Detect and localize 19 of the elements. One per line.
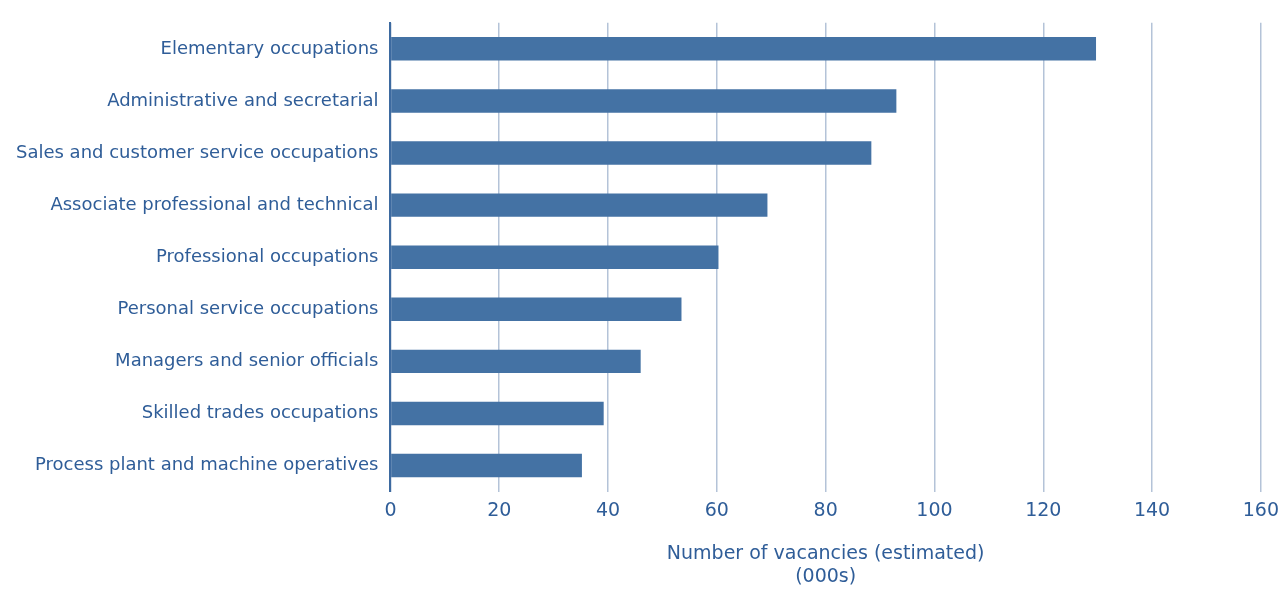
x-tick-label: 160	[1242, 497, 1279, 520]
y-tick-label: Sales and customer service occupations	[15, 140, 379, 162]
x-tick-label: 120	[1025, 497, 1062, 520]
x-tick-label: 100	[916, 497, 953, 520]
x-tick-label: 60	[704, 497, 729, 520]
x-tick-label: 140	[1133, 497, 1171, 520]
x-tick-label: 40	[595, 497, 621, 520]
x-tick-label: 20	[487, 497, 512, 520]
x-tick-label: 0	[384, 497, 397, 520]
y-tick-label: Skilled trades occupations	[141, 401, 379, 423]
y-tick-label: Managers and senior officials	[115, 349, 379, 371]
y-tick-label: Professional occupations	[155, 244, 379, 266]
y-tick-label: Associate professional and technical	[50, 192, 379, 214]
x-tick-label: 80	[813, 497, 838, 520]
y-tick-label: Elementary occupations	[160, 36, 379, 58]
y-tick-label: Process plant and machine operatives	[35, 453, 379, 475]
x-axis-title: Number of vacancies (estimated) (000s)	[666, 540, 985, 586]
y-tick-label: Administrative and secretarial	[107, 88, 379, 110]
y-tick-label: Personal service occupations	[117, 296, 379, 318]
